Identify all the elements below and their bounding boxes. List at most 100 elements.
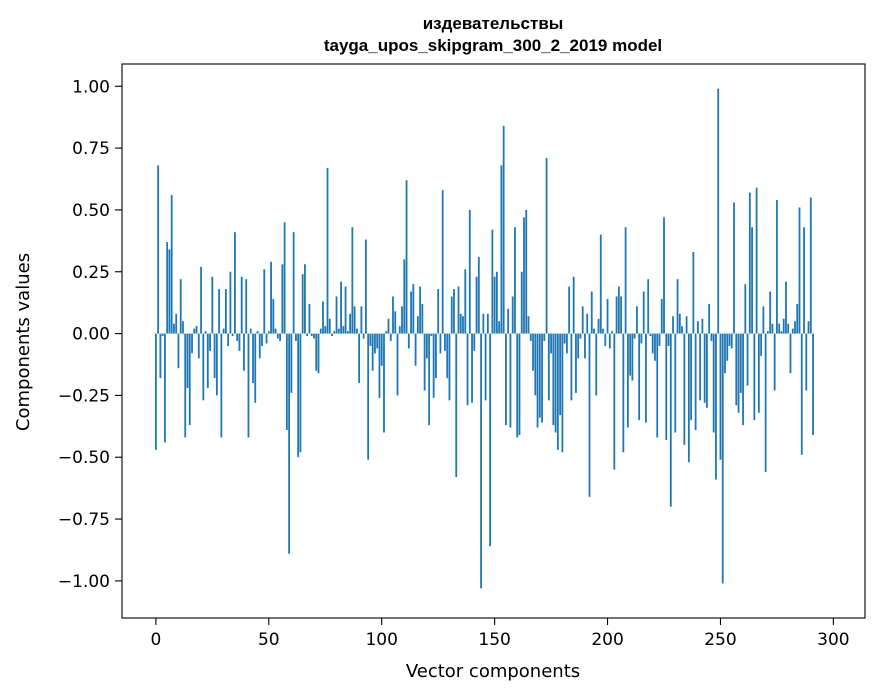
bar bbox=[577, 333, 580, 359]
bar bbox=[710, 333, 713, 341]
bar bbox=[803, 227, 805, 334]
y-tick-label: 0.25 bbox=[72, 263, 110, 283]
bar bbox=[256, 331, 259, 334]
bar bbox=[283, 222, 286, 334]
x-axis-label: Vector components bbox=[406, 661, 580, 682]
bar bbox=[279, 333, 281, 341]
bar bbox=[534, 333, 537, 396]
bar bbox=[428, 333, 431, 426]
bar bbox=[588, 333, 591, 497]
bar bbox=[453, 289, 455, 334]
bar bbox=[696, 321, 699, 334]
bar bbox=[518, 333, 521, 435]
bar bbox=[272, 298, 275, 334]
bar bbox=[206, 333, 209, 388]
bar bbox=[575, 333, 577, 393]
bar bbox=[344, 286, 347, 334]
bar bbox=[516, 333, 519, 438]
bar bbox=[724, 333, 726, 374]
bar bbox=[459, 313, 462, 334]
bar bbox=[204, 331, 207, 334]
x-tick-label: 50 bbox=[258, 630, 280, 650]
bar bbox=[584, 333, 586, 359]
bar bbox=[322, 301, 324, 334]
bar bbox=[565, 333, 568, 354]
bar bbox=[362, 333, 365, 339]
bar bbox=[383, 333, 385, 433]
bar bbox=[719, 333, 722, 460]
bar bbox=[674, 333, 677, 433]
bar bbox=[529, 333, 532, 341]
bar bbox=[423, 333, 426, 391]
bar bbox=[604, 333, 607, 346]
y-tick-label: 0.75 bbox=[72, 139, 110, 159]
bar bbox=[380, 333, 383, 366]
bar bbox=[342, 326, 345, 334]
bar bbox=[703, 333, 706, 403]
bar bbox=[791, 328, 794, 334]
y-tick-label: −0.25 bbox=[58, 386, 110, 406]
bar bbox=[177, 333, 180, 369]
bar bbox=[658, 333, 661, 346]
y-axis-label: Components values bbox=[13, 253, 34, 431]
bar bbox=[159, 333, 162, 379]
bar bbox=[762, 306, 765, 334]
bar bbox=[615, 296, 618, 334]
bar bbox=[319, 328, 322, 334]
bar bbox=[681, 326, 683, 334]
bar bbox=[191, 333, 193, 354]
bar bbox=[672, 316, 674, 334]
bar bbox=[690, 333, 693, 421]
bar bbox=[715, 333, 717, 480]
bar bbox=[500, 165, 503, 334]
bar bbox=[760, 333, 763, 356]
bar bbox=[378, 333, 381, 398]
bar bbox=[728, 333, 731, 346]
bar bbox=[742, 333, 744, 426]
bar bbox=[789, 333, 792, 374]
bar bbox=[310, 333, 313, 337]
bar bbox=[211, 276, 214, 334]
bar bbox=[215, 333, 218, 396]
bar bbox=[495, 271, 498, 334]
bar bbox=[186, 333, 189, 388]
bar bbox=[333, 331, 336, 334]
bar bbox=[545, 157, 548, 334]
y-tick-label: 0.00 bbox=[72, 325, 110, 345]
bar bbox=[281, 264, 284, 334]
bar bbox=[407, 333, 410, 349]
bar bbox=[541, 333, 543, 423]
bar bbox=[590, 291, 593, 334]
chart-subtitle: tayga_upos_skipgram_300_2_2019 model bbox=[324, 36, 662, 55]
bar bbox=[340, 281, 342, 334]
bar bbox=[776, 200, 778, 334]
x-tick-label: 200 bbox=[591, 630, 623, 650]
bar bbox=[337, 328, 340, 334]
bar bbox=[396, 333, 399, 396]
bar bbox=[471, 333, 473, 403]
bar bbox=[559, 333, 562, 416]
bar bbox=[538, 333, 541, 418]
bar bbox=[394, 311, 397, 334]
bar bbox=[532, 333, 534, 371]
bar bbox=[304, 264, 306, 334]
bar bbox=[800, 333, 803, 455]
bar bbox=[480, 333, 482, 589]
bar bbox=[224, 289, 227, 334]
bar bbox=[446, 333, 449, 379]
bar bbox=[444, 333, 446, 351]
bar bbox=[620, 296, 622, 334]
bar bbox=[665, 333, 668, 440]
bar bbox=[292, 232, 295, 334]
bar bbox=[739, 333, 742, 393]
bar bbox=[647, 279, 650, 334]
bar bbox=[306, 333, 309, 337]
bar bbox=[240, 276, 243, 334]
bar bbox=[663, 217, 665, 334]
plot-frame bbox=[121, 63, 866, 619]
bar bbox=[640, 333, 643, 344]
x-axis: 0 50 100 150 200 250 300 bbox=[150, 618, 850, 650]
bar bbox=[805, 333, 808, 391]
bar bbox=[694, 333, 697, 431]
